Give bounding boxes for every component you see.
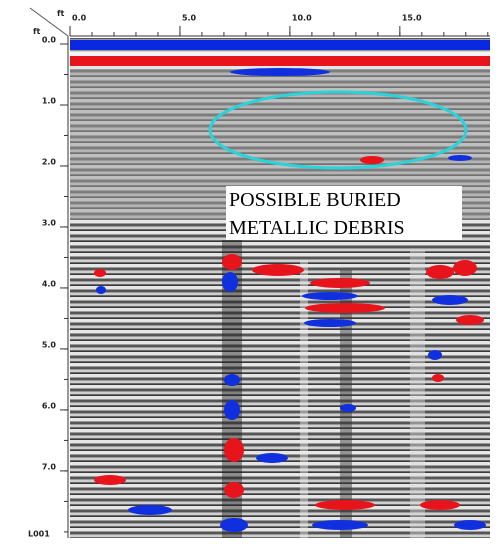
y-tick-label: 5.0 — [42, 340, 57, 349]
y-tick-label: 2.0 — [42, 157, 57, 166]
y-axis-unit: ft — [33, 27, 40, 36]
y-tick-label: 1.0 — [42, 96, 57, 105]
surface-blue-band — [70, 40, 490, 50]
annotation-background — [226, 186, 462, 240]
annotation-line: POSSIBLE BURIED — [229, 189, 401, 211]
x-tick-label: 5.0 — [182, 14, 197, 23]
highlight-ellipse — [208, 90, 468, 170]
file-label: L001 — [28, 530, 50, 539]
reflection-anomalies — [94, 68, 486, 532]
y-tick-label: 0.0 — [42, 36, 57, 45]
x-axis-unit: ft — [57, 9, 64, 18]
y-tick-label: 3.0 — [42, 218, 57, 227]
radargram-image — [70, 38, 490, 538]
surface-red-band — [70, 56, 490, 66]
x-tick-label: 15.0 — [402, 14, 422, 23]
x-tick-label: 0.0 — [72, 14, 87, 23]
x-tick-label: 10.0 — [292, 14, 312, 23]
corner-line — [29, 7, 69, 37]
y-tick-label: 6.0 — [42, 401, 57, 410]
vertical-streaks — [222, 240, 425, 538]
annotation-line: METALLIC DEBRIS — [229, 217, 405, 239]
y-tick-label: 4.0 — [42, 279, 57, 288]
surface-white-band — [70, 52, 490, 56]
y-tick-label: 7.0 — [42, 462, 57, 471]
